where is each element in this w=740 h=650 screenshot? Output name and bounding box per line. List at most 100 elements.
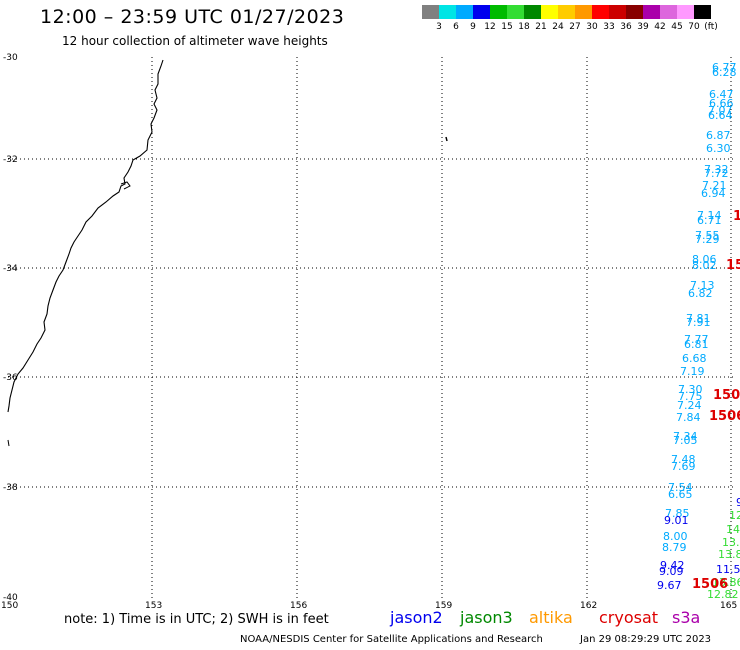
lon-label: 156 bbox=[290, 601, 308, 611]
wave-height-value: 7.34 bbox=[673, 430, 698, 443]
wave-height-value: 7.21 bbox=[702, 179, 727, 192]
wave-height-value: 7.81 bbox=[686, 312, 711, 325]
scale-swatch bbox=[541, 5, 558, 19]
wave-height-value: 6.82 bbox=[688, 287, 713, 300]
wave-height-value: 7.24 bbox=[677, 399, 702, 412]
scale-tick-label: 15 bbox=[501, 22, 513, 32]
wave-height-value: 6.68 bbox=[682, 352, 707, 365]
coastline-inlet bbox=[120, 181, 131, 190]
wave-height-value: 11.52 bbox=[716, 563, 740, 576]
map-title: 12:00 – 23:59 UTC 01/27/2023 bbox=[40, 6, 345, 28]
scale-swatch bbox=[592, 5, 609, 19]
wave-height-value: 9.01 bbox=[664, 514, 689, 527]
scale-tick-label: 3 bbox=[436, 22, 442, 32]
wave-height-value: 8.06 bbox=[692, 253, 717, 266]
lat-label: -40 bbox=[3, 593, 18, 603]
wave-height-value: 7.75 bbox=[678, 390, 703, 403]
pass-id-label: 1506 bbox=[713, 388, 740, 403]
lon-label: 159 bbox=[435, 601, 453, 611]
mission-cryosat: cryosat bbox=[599, 608, 659, 627]
pass-id-label: 15 bbox=[733, 209, 740, 224]
pass-id-label: 150 bbox=[726, 258, 740, 273]
scale-tick-label: 6 bbox=[453, 22, 459, 32]
scale-swatch bbox=[626, 5, 643, 19]
scale-tick-label: 18 bbox=[518, 22, 530, 32]
wave-height-value: 7.85 bbox=[665, 507, 690, 520]
mission-altika: altika bbox=[529, 608, 573, 627]
wave-height-value: 12.82 bbox=[707, 588, 739, 601]
wave-height-value: 7.14 bbox=[697, 209, 722, 222]
island-mark bbox=[445, 136, 448, 142]
lat-label: -34 bbox=[3, 264, 18, 274]
coastline-fragment bbox=[7, 439, 10, 447]
scale-swatch bbox=[575, 5, 592, 19]
scale-tick-label: 24 bbox=[552, 22, 564, 32]
wave-height-value: 13. bbox=[722, 536, 740, 549]
wave-height-value: 8.79 bbox=[662, 541, 687, 554]
scale-tick-label: 12 bbox=[484, 22, 496, 32]
legend-note: note: 1) Time is in UTC; 2) SWH is in fe… bbox=[64, 612, 329, 627]
wave-height-value: 6.65 bbox=[668, 488, 693, 501]
wave-height-value: 7.72 bbox=[704, 167, 729, 180]
scale-swatch bbox=[422, 5, 439, 19]
scale-swatch bbox=[558, 5, 575, 19]
wave-height-value: 7.69 bbox=[671, 460, 696, 473]
pass-id-label: 1506 bbox=[709, 409, 740, 424]
wave-height-value: 6.30 bbox=[706, 142, 731, 155]
wave-height-value: 6.64 bbox=[708, 109, 733, 122]
scale-swatch bbox=[524, 5, 541, 19]
wave-height-value: 6.81 bbox=[684, 338, 709, 351]
pass-id-label: 1506 bbox=[692, 577, 729, 592]
scale-tick-label: 36 bbox=[620, 22, 632, 32]
map-subtitle: 12 hour collection of altimeter wave hei… bbox=[62, 34, 328, 48]
wave-height-value: 13.8 bbox=[718, 548, 740, 561]
wave-height-value: 7.07 bbox=[708, 104, 733, 117]
wave-height-value: 7.13 bbox=[690, 279, 715, 292]
scale-tick-label: 42 bbox=[654, 22, 666, 32]
footer-credit: NOAA/NESDIS Center for Satellite Applica… bbox=[240, 634, 543, 645]
scale-tick-label: 21 bbox=[535, 22, 547, 32]
scale-swatch bbox=[456, 5, 473, 19]
wave-height-value: 8.02 bbox=[692, 259, 717, 272]
scale-swatch bbox=[694, 5, 711, 19]
scale-swatch bbox=[677, 5, 694, 19]
wave-height-value: 7.84 bbox=[676, 411, 701, 424]
lat-label: -32 bbox=[3, 155, 18, 165]
scale-tick-label: 9 bbox=[470, 22, 476, 32]
wave-height-value: 9 bbox=[736, 496, 740, 509]
coastline bbox=[7, 59, 164, 413]
wave-height-value: 7.77 bbox=[684, 333, 709, 346]
wave-height-value: 7.48 bbox=[671, 453, 696, 466]
footer-timestamp: Jan 29 08:29:29 UTC 2023 bbox=[580, 634, 712, 645]
wave-height-value: 9.09 bbox=[659, 565, 684, 578]
wave-height-value: 13.86 bbox=[712, 576, 740, 589]
mission-jason2: jason2 bbox=[390, 608, 443, 627]
scale-tick-label: 45 bbox=[671, 22, 683, 32]
scale-tick-label: 30 bbox=[586, 22, 598, 32]
wave-height-value: 6.28 bbox=[712, 66, 737, 79]
lon-label: 162 bbox=[580, 601, 598, 611]
scale-swatch bbox=[609, 5, 626, 19]
scale-swatch bbox=[439, 5, 456, 19]
wave-height-value: 8.00 bbox=[663, 530, 688, 543]
mission-jason3: jason3 bbox=[460, 608, 513, 627]
wave-height-value: 7.32 bbox=[704, 163, 729, 176]
wave-height-value: 6.47 bbox=[709, 88, 734, 101]
wave-height-value: 14 bbox=[726, 523, 740, 536]
lat-label: -30 bbox=[3, 53, 18, 63]
lon-label: 165 bbox=[720, 601, 738, 611]
wave-height-value: 7.05 bbox=[673, 434, 698, 447]
wave-height-value: 7.30 bbox=[678, 383, 703, 396]
graticule bbox=[8, 57, 736, 598]
lat-label: -36 bbox=[3, 373, 18, 383]
wave-height-value: 12 bbox=[729, 509, 740, 522]
wave-height-value: 6.77 bbox=[712, 61, 737, 74]
wave-height-value: 7.54 bbox=[668, 481, 693, 494]
scale-swatch bbox=[660, 5, 677, 19]
scale-swatch bbox=[643, 5, 660, 19]
wave-height-value: 9.67 bbox=[657, 579, 682, 592]
wave-height-value: 6.87 bbox=[706, 129, 731, 142]
wave-height-value: 6.66 bbox=[709, 97, 734, 110]
lon-label: 153 bbox=[145, 601, 163, 611]
